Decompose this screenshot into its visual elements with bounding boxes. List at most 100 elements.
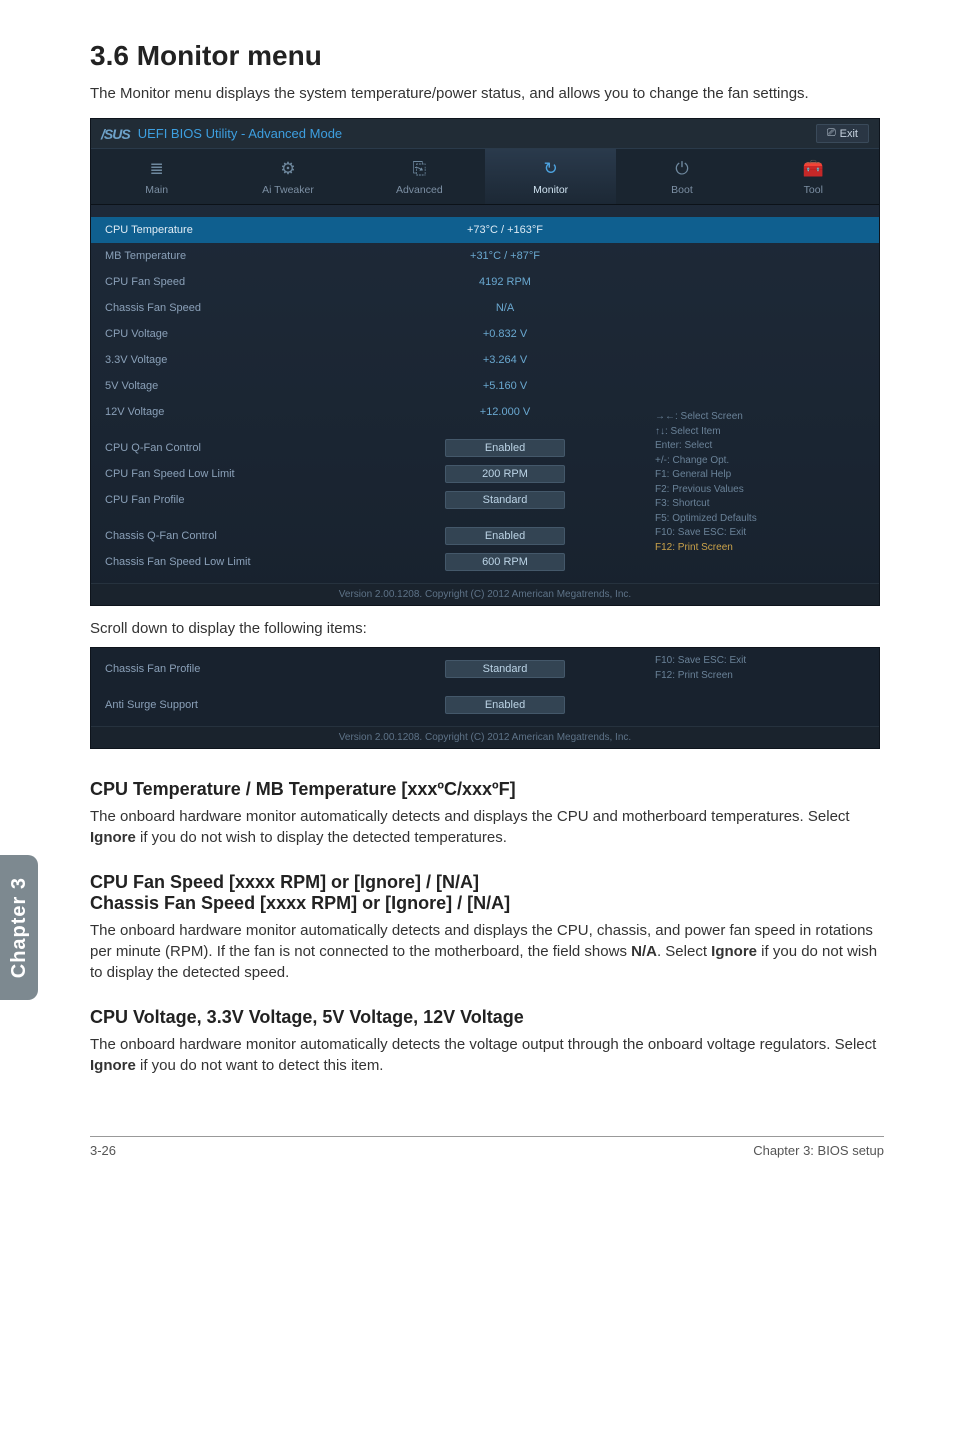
- tab-icon: ⏻: [620, 159, 743, 179]
- value-button[interactable]: Enabled: [445, 439, 565, 457]
- value-button[interactable]: 600 RPM: [445, 553, 565, 571]
- row-value: +5.160 V: [415, 380, 595, 392]
- exit-button[interactable]: ⎚ Exit: [816, 124, 869, 143]
- value-button[interactable]: 200 RPM: [445, 465, 565, 483]
- value-button[interactable]: Enabled: [445, 696, 565, 714]
- row-label: Chassis Fan Speed: [105, 302, 415, 314]
- bios-row: 3.3V Voltage+3.264 V: [91, 347, 879, 373]
- row-value[interactable]: Enabled: [415, 527, 595, 545]
- bios-screenshot-2: Chassis Fan Profile Standard Anti Surge Su…: [90, 647, 880, 749]
- tab-ai-tweaker[interactable]: ⚙ Ai Tweaker: [222, 149, 353, 204]
- row-value: 4192 RPM: [415, 276, 595, 288]
- row-value[interactable]: 200 RPM: [415, 465, 595, 483]
- row-label: CPU Temperature: [105, 224, 415, 236]
- bios-footer-2: Version 2.00.1208. Copyright (C) 2012 Am…: [91, 726, 879, 748]
- tab-monitor[interactable]: ↻Monitor: [485, 149, 616, 204]
- asus-logo: /SUS: [101, 126, 130, 142]
- bios-row: CPU Fan Speed4192 RPM: [91, 269, 879, 295]
- footer-page-num: 3-26: [90, 1143, 116, 1158]
- row-label: Chassis Q-Fan Control: [105, 530, 415, 542]
- page-footer: 3-26 Chapter 3: BIOS setup: [90, 1136, 884, 1158]
- row-value: +3.264 V: [415, 354, 595, 366]
- row-label: 3.3V Voltage: [105, 354, 415, 366]
- intro-text: The Monitor menu displays the system tem…: [90, 84, 884, 104]
- row-label: MB Temperature: [105, 250, 415, 262]
- help-line: F12: Print Screen: [655, 541, 865, 556]
- bios-screenshot: /SUS UEFI BIOS Utility - Advanced Mode ⎚…: [90, 118, 880, 606]
- tab-icon: ⚙: [226, 159, 349, 179]
- help-line: F3: Shortcut: [655, 497, 865, 512]
- help-line: Enter: Select: [655, 439, 865, 454]
- bios-row: 5V Voltage+5.160 V: [91, 373, 879, 399]
- tab-icon: ⎘: [358, 159, 481, 179]
- bios-row: MB Temperature+31°C / +87°F: [91, 243, 879, 269]
- row-value[interactable]: Standard: [415, 491, 595, 509]
- bios-row: Chassis Fan SpeedN/A: [91, 295, 879, 321]
- bios-tabs: ≣ Main ⚙ Ai Tweaker ⎘ Advanced ↻Monitor⏻ Boot 🧰 T…: [91, 149, 879, 205]
- row-value: N/A: [415, 302, 595, 314]
- tab-label: Boot: [671, 184, 693, 196]
- value-button[interactable]: Enabled: [445, 527, 565, 545]
- help-line: F5: Optimized Defaults: [655, 512, 865, 527]
- para-cpu-temp: The onboard hardware monitor automatical…: [90, 806, 884, 848]
- tab-boot[interactable]: ⏻ Boot: [616, 149, 747, 204]
- tab-icon: ↻: [489, 159, 612, 179]
- help-line: F10: Save ESC: Exit: [655, 654, 865, 669]
- help-line: F2: Previous Values: [655, 483, 865, 498]
- row-value: +73°C / +163°F: [415, 224, 595, 236]
- row-value: +12.000 V: [415, 406, 595, 418]
- bios-footer: Version 2.00.1208. Copyright (C) 2012 Am…: [91, 583, 879, 605]
- subhead-cpu-fan: CPU Fan Speed [xxxx RPM] or [Ignore] / […: [90, 872, 884, 893]
- tab-label: Tool: [804, 184, 823, 196]
- scroll-caption: Scroll down to display the following ite…: [90, 620, 884, 637]
- exit-icon: ⎚: [827, 127, 836, 140]
- row-label: Anti Surge Support: [105, 699, 415, 711]
- row-label: CPU Fan Profile: [105, 494, 415, 506]
- bios-row: CPU Voltage+0.832 V: [91, 321, 879, 347]
- help-line: F1: General Help: [655, 468, 865, 483]
- bios-titlebar: /SUS UEFI BIOS Utility - Advanced Mode ⎚…: [91, 119, 879, 149]
- tab-label: Advanced: [396, 184, 443, 196]
- row-label: CPU Fan Speed Low Limit: [105, 468, 415, 480]
- bios-title: UEFI BIOS Utility - Advanced Mode: [138, 126, 342, 141]
- tab-label: Ai Tweaker: [262, 184, 314, 196]
- section-heading: 3.6 Monitor menu: [90, 40, 884, 72]
- bios-row: CPU Temperature+73°C / +163°F: [91, 217, 879, 243]
- subhead-voltage: CPU Voltage, 3.3V Voltage, 5V Voltage, 1…: [90, 1007, 884, 1028]
- subhead-cpu-temp: CPU Temperature / MB Temperature [xxxºC/…: [90, 779, 884, 800]
- tab-label: Main: [145, 184, 168, 196]
- tab-icon: ≣: [95, 159, 218, 179]
- row-label: CPU Q-Fan Control: [105, 442, 415, 454]
- tab-tool[interactable]: 🧰 Tool: [748, 149, 879, 204]
- bios-body: CPU Temperature+73°C / +163°FMB Temperat…: [91, 205, 879, 583]
- row-label: Chassis Fan Speed Low Limit: [105, 556, 415, 568]
- help-line: +/-: Change Opt.: [655, 454, 865, 469]
- bios-row[interactable]: Anti Surge Support Enabled: [91, 692, 879, 718]
- value-button[interactable]: Standard: [445, 660, 565, 678]
- row-value[interactable]: Enabled: [415, 439, 595, 457]
- help-panel: →←: Select Screen↑↓: Select ItemEnter: S…: [655, 410, 865, 555]
- help-line: ↑↓: Select Item: [655, 425, 865, 440]
- row-value: +0.832 V: [415, 328, 595, 340]
- row-label: Chassis Fan Profile: [105, 663, 415, 675]
- footer-chapter: Chapter 3: BIOS setup: [753, 1143, 884, 1158]
- para-fan-speed: The onboard hardware monitor automatical…: [90, 920, 884, 983]
- row-value[interactable]: Standard: [415, 660, 595, 678]
- tab-advanced[interactable]: ⎘ Advanced: [354, 149, 485, 204]
- help-panel-2: F10: Save ESC: ExitF12: Print Screen: [655, 654, 865, 683]
- tab-icon: 🧰: [752, 159, 875, 179]
- row-value: +31°C / +87°F: [415, 250, 595, 262]
- row-value[interactable]: 600 RPM: [415, 553, 595, 571]
- row-label: CPU Voltage: [105, 328, 415, 340]
- row-label: 12V Voltage: [105, 406, 415, 418]
- tab-main[interactable]: ≣ Main: [91, 149, 222, 204]
- value-button[interactable]: Standard: [445, 491, 565, 509]
- exit-label: Exit: [840, 128, 858, 140]
- row-label: CPU Fan Speed: [105, 276, 415, 288]
- row-value[interactable]: Enabled: [415, 696, 595, 714]
- row-label: 5V Voltage: [105, 380, 415, 392]
- help-line: →←: Select Screen: [655, 410, 865, 425]
- subhead-chassis-fan: Chassis Fan Speed [xxxx RPM] or [Ignore]…: [90, 893, 884, 914]
- para-voltage: The onboard hardware monitor automatical…: [90, 1034, 884, 1076]
- help-line: F12: Print Screen: [655, 669, 865, 684]
